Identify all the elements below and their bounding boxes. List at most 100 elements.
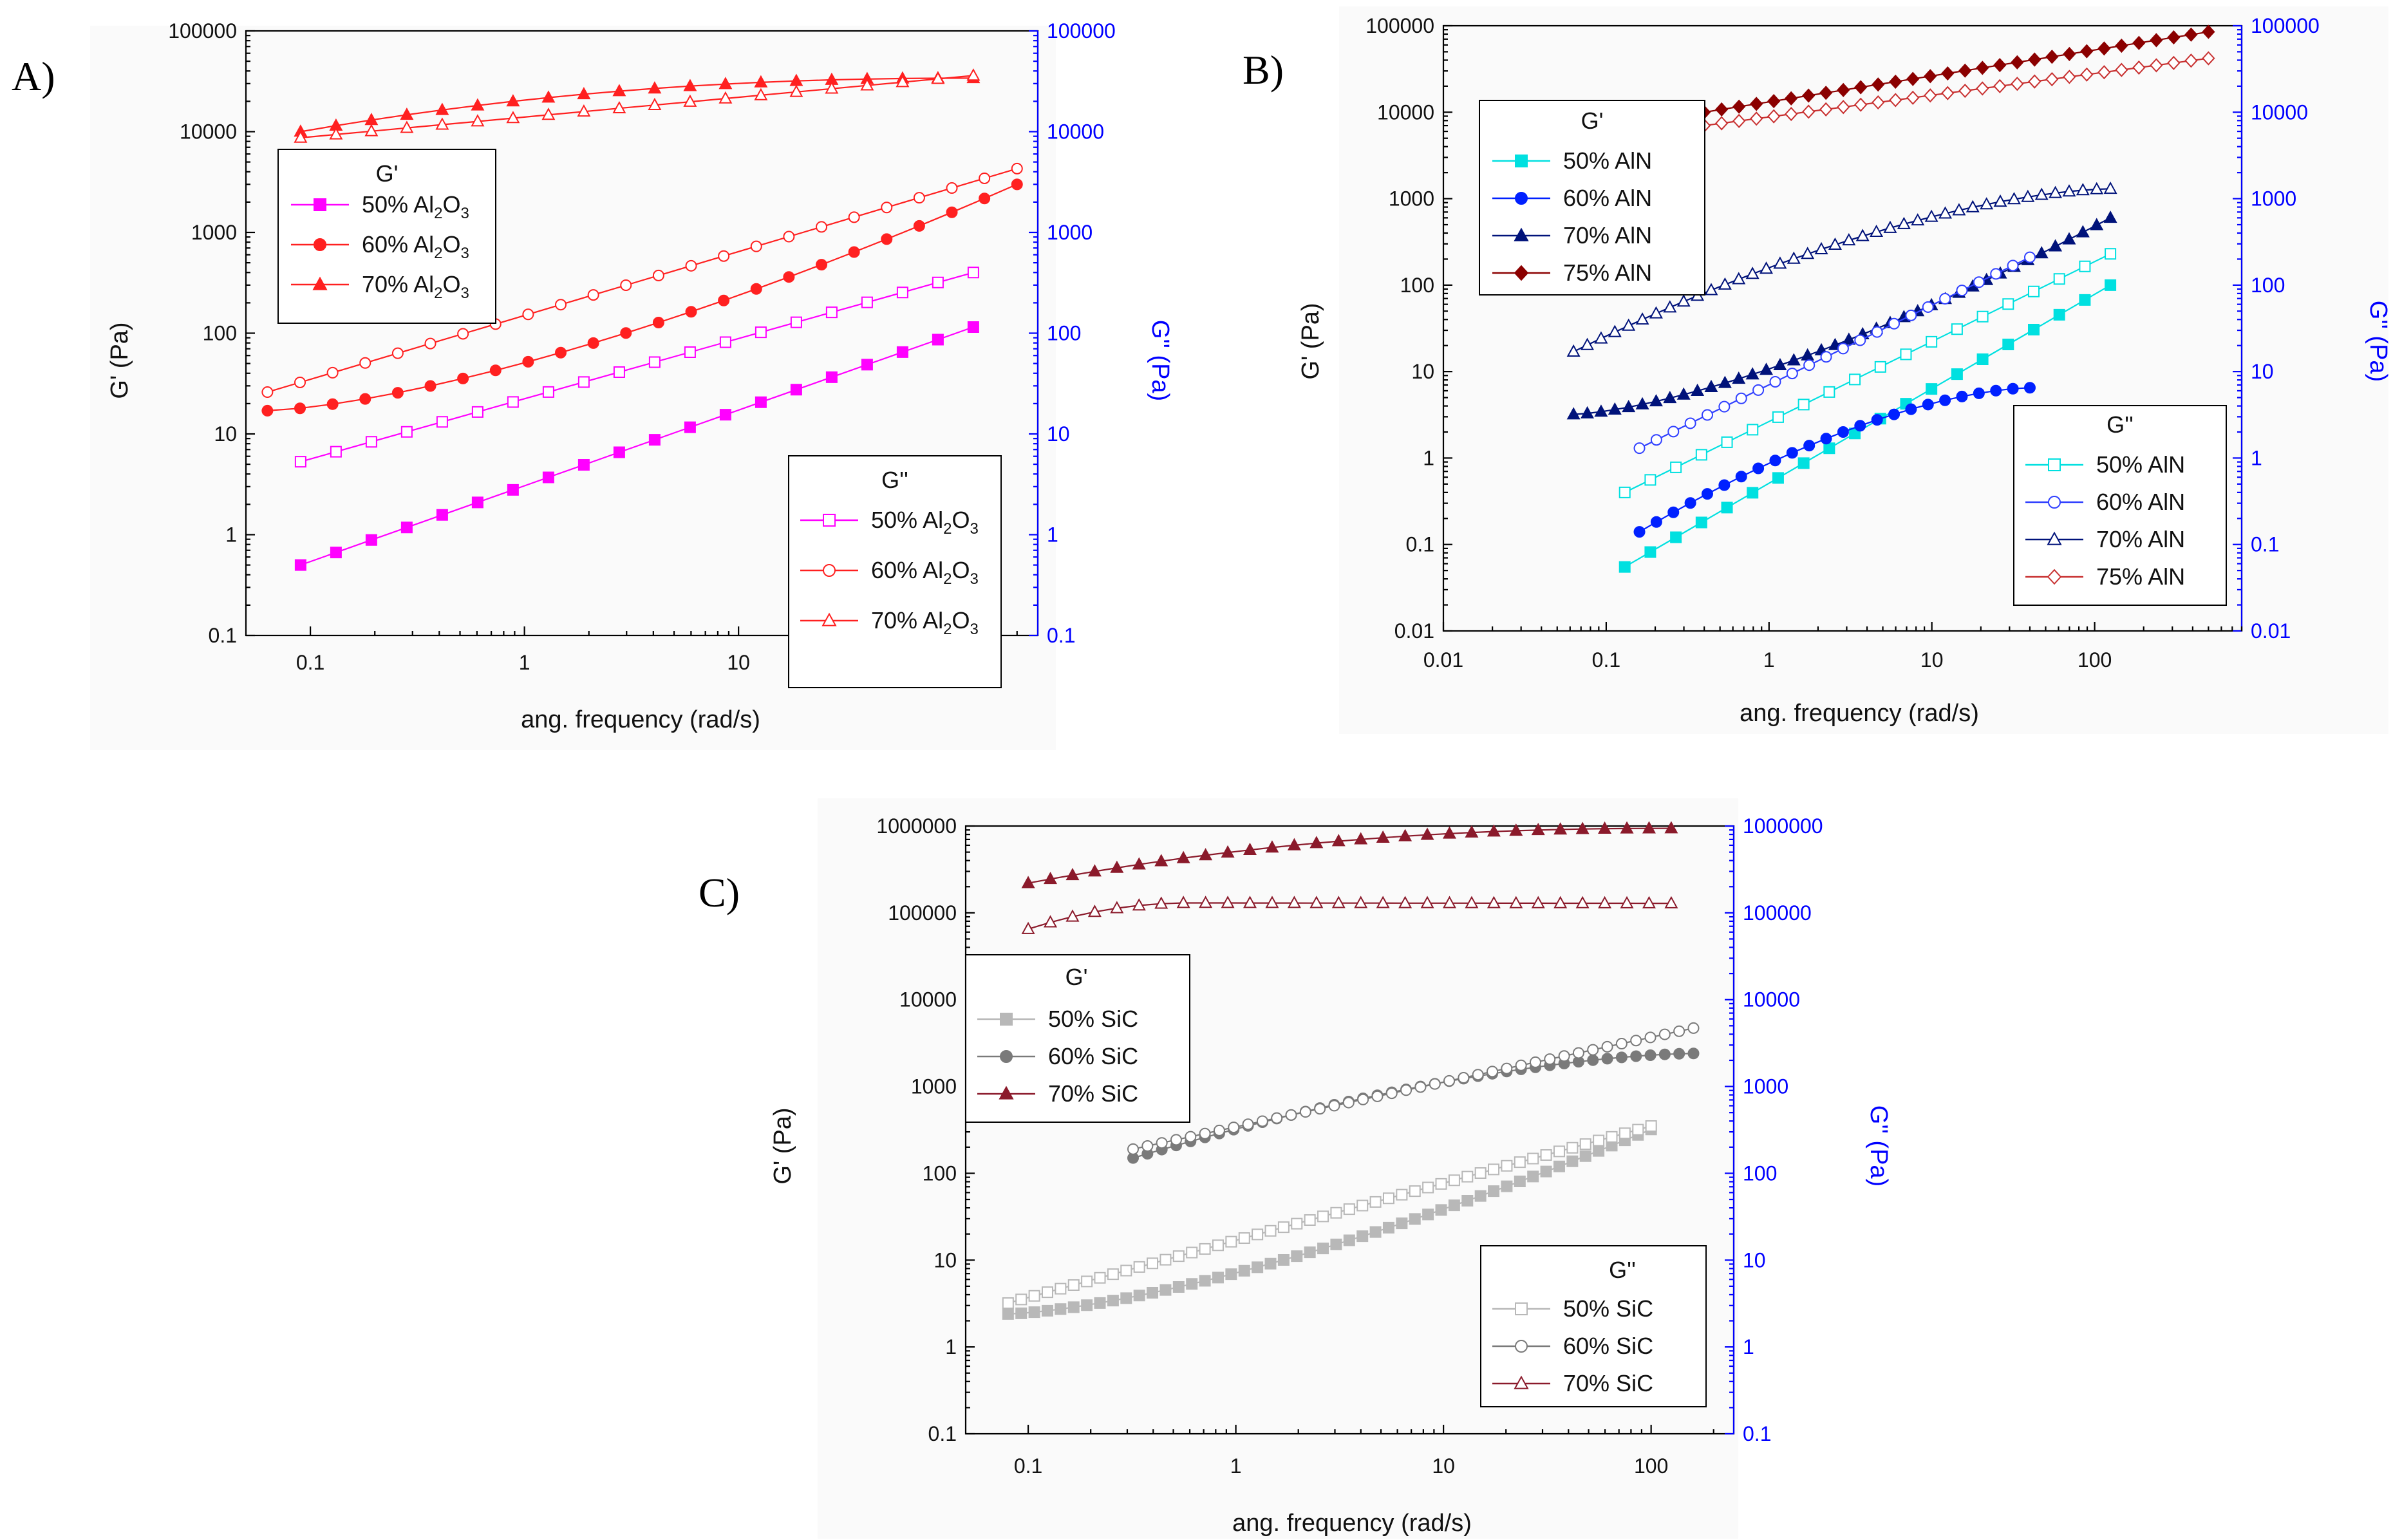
panel-c-ytick-label: 1 — [945, 1335, 957, 1358]
panel-a-data-point — [652, 269, 664, 281]
panel-c-legend-storage-entry: 60% SiC — [977, 1043, 1138, 1069]
panel-b-data-point — [2080, 44, 2094, 59]
panel-b-data-point — [1786, 447, 1798, 459]
panel-c-data-point — [1601, 1040, 1613, 1053]
panel-b-data-point — [1849, 373, 1861, 386]
panel-a-data-point — [541, 90, 556, 103]
panel-a-data-point — [789, 84, 803, 97]
panel-c-series-4 — [1127, 1022, 1700, 1155]
panel-a-data-point — [825, 306, 838, 319]
panel-b-data-point — [1956, 285, 1968, 297]
panel-a-data-point — [620, 279, 632, 292]
panel-c: C) G' (Pa) G'' (Pa) ang. frequency (rad/… — [699, 798, 1892, 1539]
panel-b-data-point — [1958, 83, 1972, 99]
panel-b-data-point — [2063, 70, 2076, 84]
panel-a-data-point — [896, 75, 910, 88]
panel-c-series-2 — [1021, 821, 1678, 888]
panel-c-ytick-label-right: 100000 — [1743, 901, 1812, 925]
panel-a-legend-loss-entry: 70% Al2O3 — [800, 607, 979, 638]
panel-c-data-point — [1238, 1264, 1250, 1277]
panel-a-data-point — [457, 328, 469, 340]
panel-b-data-point — [1663, 300, 1677, 313]
panel-c-data-point — [1172, 1250, 1185, 1263]
panel-b-data-point — [1619, 561, 1631, 573]
panel-a-data-point — [400, 426, 413, 438]
panel-b-data-point — [1803, 440, 1816, 452]
panel-c-ytick-label: 10 — [934, 1248, 957, 1272]
panel-a-legend-marker — [821, 612, 837, 626]
panel-b-data-point — [2097, 41, 2111, 56]
panel-c-ytick-label: 0.1 — [928, 1422, 957, 1445]
panel-c-xtick-label: 10 — [1432, 1454, 1455, 1478]
panel-b-data-point — [1767, 109, 1781, 124]
panel-b-ytick-label-right: 10 — [2251, 360, 2274, 383]
panel-c-data-point — [1593, 1145, 1605, 1157]
panel-a-data-point — [648, 434, 661, 446]
panel-b-data-point — [2115, 62, 2128, 77]
panel-b-data-point — [2053, 308, 2065, 321]
panel-b-data-point — [1750, 111, 1763, 126]
panel-a-data-point — [683, 79, 697, 91]
panel-b-legend-label: 50% AlN — [1563, 147, 1652, 174]
panel-a-data-point — [471, 98, 485, 111]
panel-b-series-3 — [1698, 24, 2215, 120]
panel-c-data-point — [1420, 827, 1434, 840]
panel-c-data-point — [1252, 1261, 1264, 1273]
panel-c-data-point — [1442, 896, 1456, 908]
panel-c-data-point — [1225, 1268, 1237, 1281]
panel-a-data-point — [577, 87, 591, 100]
panel-a-xlabel: ang. frequency (rad/s) — [521, 706, 760, 733]
panel-c-data-point — [1147, 1257, 1159, 1270]
panel-c-data-point — [1028, 1306, 1040, 1319]
panel-b-data-point — [1772, 472, 1784, 484]
panel-b-data-point — [1883, 220, 1897, 233]
panel-a-data-point — [400, 108, 414, 120]
panel-b-data-point — [1581, 337, 1595, 350]
panel-c-data-point — [1376, 896, 1390, 908]
panel-b-data-point — [1922, 399, 1934, 411]
panel-a-data-point — [471, 114, 485, 127]
panel-c-series-3 — [1002, 1120, 1657, 1310]
panel-b-ylabel-right: G'' (Pa) — [2365, 301, 2392, 382]
panel-b-data-point — [1676, 294, 1691, 307]
panel-a-xtick-label: 0.1 — [296, 651, 324, 674]
panel-b-data-point — [2023, 382, 2036, 394]
panel-b-data-point — [1823, 386, 1835, 398]
panel-b-data-point — [1622, 400, 1636, 413]
panel-b-data-point — [1956, 390, 1968, 402]
panel-c-legend-loss: G'' 50% SiC 60% SiC 70% SiC — [1480, 1245, 1707, 1407]
panel-a-data-point — [506, 111, 520, 124]
panel-c-data-point — [1461, 1170, 1474, 1183]
panel-a-data-point — [719, 409, 731, 421]
panel-c-data-point — [1015, 1293, 1027, 1306]
panel-c-data-point — [1572, 1047, 1584, 1059]
panel-b-data-point — [1676, 387, 1691, 400]
panel-c-data-point — [1287, 896, 1301, 908]
panel-a-legend-label: 60% Al2O3 — [362, 231, 469, 262]
panel-b-data-point — [2007, 192, 2021, 205]
panel-b-data-point — [1787, 251, 1801, 264]
panel-b-data-point — [1854, 97, 1868, 112]
panel-c-data-point — [1488, 1163, 1500, 1176]
panel-b-legend-storage-title: G' — [1581, 108, 1604, 134]
panel-b-data-point — [1619, 486, 1631, 498]
panel-b-data-point — [2079, 260, 2091, 272]
panel-a-data-point — [587, 337, 599, 349]
panel-a-data-point — [931, 71, 945, 84]
panel-b-data-point — [2011, 55, 2024, 70]
panel-b-data-point — [1939, 293, 1951, 305]
panel-c-data-point — [1243, 842, 1257, 855]
panel-c-data-point — [1330, 1207, 1342, 1219]
panel-c-data-point — [1277, 1254, 1290, 1266]
panel-b-ylabel: G' (Pa) — [1297, 303, 1324, 379]
panel-a-series-5 — [294, 68, 981, 143]
panel-a-data-point — [816, 221, 828, 233]
panel-b-data-point — [2090, 182, 2104, 194]
panel-c-data-point — [1291, 1217, 1303, 1230]
panel-b-data-point — [2150, 58, 2163, 73]
panel-c-data-point — [1465, 896, 1479, 908]
panel-c-data-point — [1673, 1025, 1685, 1037]
panel-b-data-point — [2105, 279, 2117, 291]
panel-a-data-point — [685, 306, 697, 318]
panel-c-data-point — [1132, 898, 1146, 911]
